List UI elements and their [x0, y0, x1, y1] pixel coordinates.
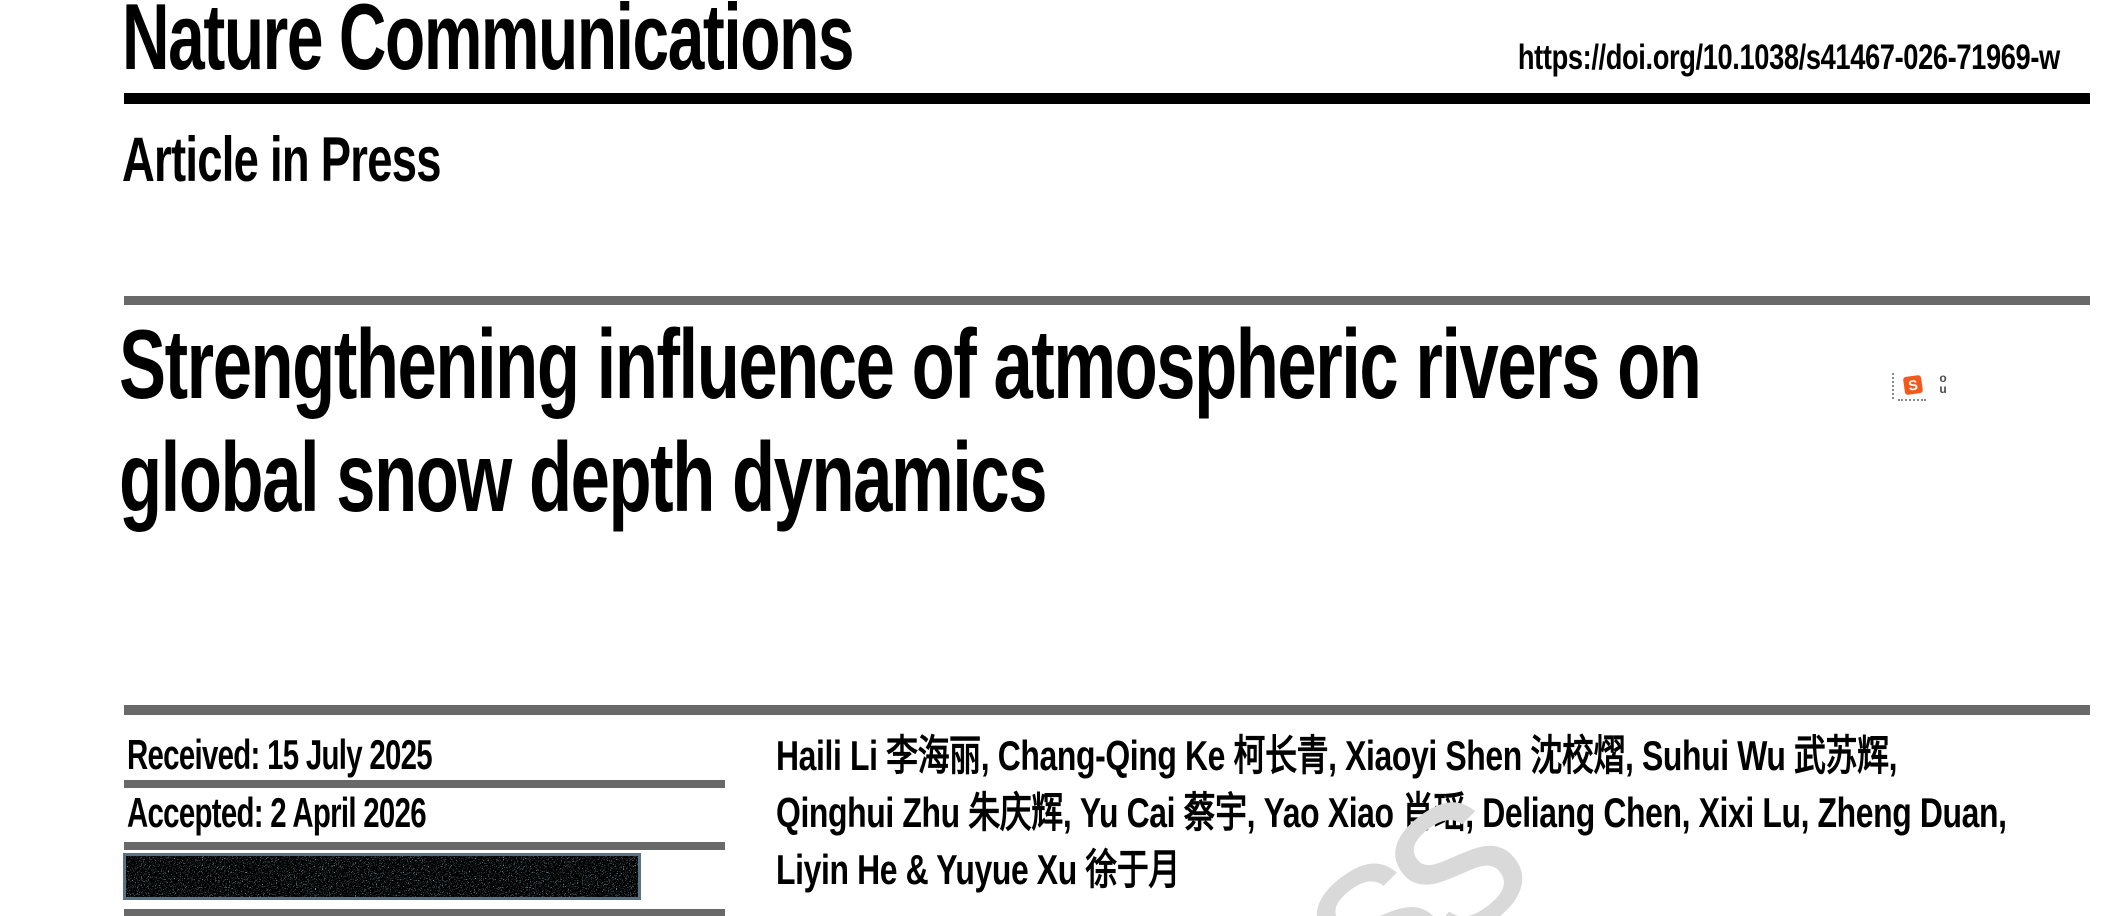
ime-letter-top: o — [1939, 371, 1947, 385]
received-date: Received: 15 July 2025 — [127, 731, 433, 778]
author-list: Haili Li 李海丽, Chang-Qing Ke 柯长青, Xiaoyi … — [776, 727, 2068, 898]
section-label-article-in-press: Article in Press — [122, 125, 441, 195]
header-rule — [124, 93, 2090, 104]
meta-top-rule — [124, 705, 2090, 715]
journal-title: Nature Communications — [122, 0, 854, 89]
article-title-line1: Strengthening influence of atmospheric r… — [119, 309, 1702, 419]
redacted-date-bar — [123, 853, 641, 900]
bottom-rule — [124, 909, 725, 916]
accepted-date: Accepted: 2 April 2026 — [127, 789, 427, 836]
ime-mode-letters: o u — [1937, 371, 1949, 396]
author-line: Liyin He & Yuyue Xu 徐于月 — [776, 846, 1180, 893]
accepted-rule — [124, 842, 725, 850]
author-line: Qinghui Zhu 朱庆辉, Yu Cai 蔡宇, Yao Xiao 肖瑶,… — [776, 789, 2007, 836]
sogou-ime-icon[interactable]: S — [1902, 374, 1924, 396]
title-top-rule — [124, 296, 2090, 305]
article-title-line2: global snow depth dynamics — [119, 422, 1047, 532]
ime-caret-line — [1892, 373, 1894, 399]
noise-texture — [126, 856, 638, 897]
ime-letter-bottom: u — [1939, 382, 1947, 396]
author-line: Haili Li 李海丽, Chang-Qing Ke 柯长青, Xiaoyi … — [776, 732, 1898, 779]
received-rule — [124, 780, 725, 788]
ime-underline — [1898, 399, 1926, 401]
article-title: Strengthening influence of atmospheric r… — [119, 308, 1702, 534]
doi-link[interactable]: https://doi.org/10.1038/s41467-026-71969… — [1517, 38, 2060, 77]
ime-indicator[interactable]: S o u — [1892, 371, 1952, 403]
